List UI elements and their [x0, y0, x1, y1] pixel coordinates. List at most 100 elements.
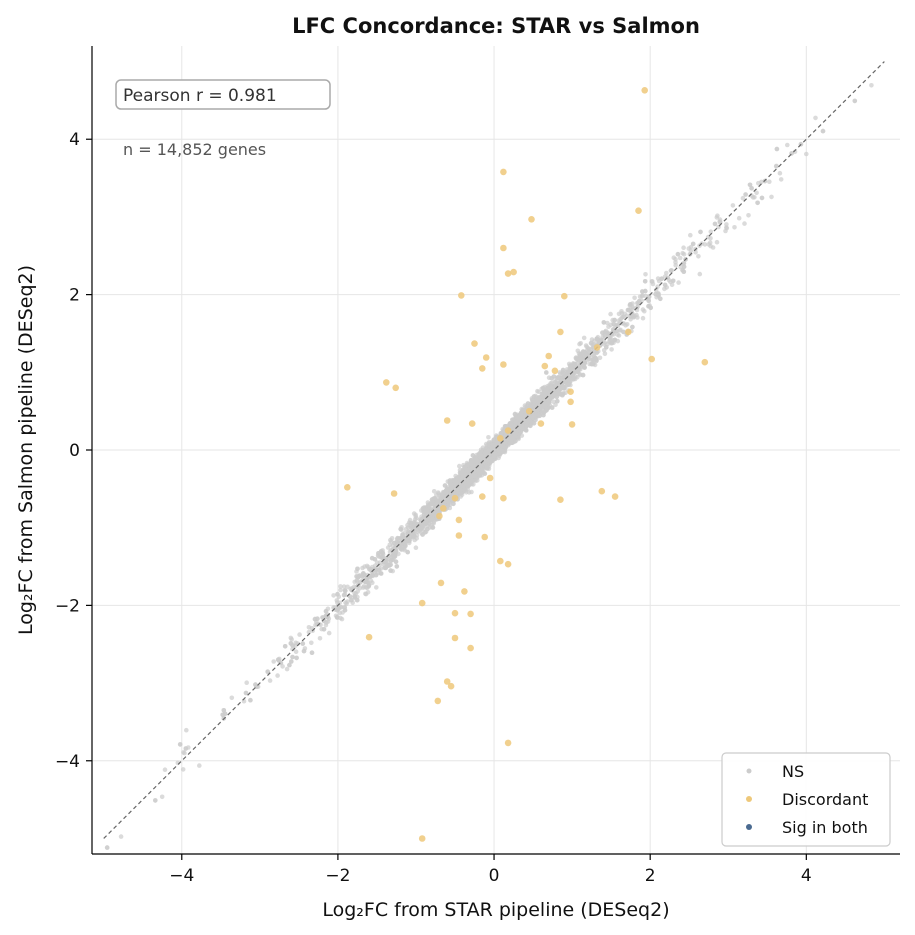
ns-point — [621, 329, 626, 335]
ns-point — [696, 253, 701, 259]
ns-point — [306, 625, 312, 630]
ns-point — [743, 192, 748, 197]
ns-point — [278, 660, 284, 666]
ns-point — [394, 564, 400, 569]
ns-point — [681, 261, 687, 266]
ns-point — [536, 389, 541, 395]
ns-point — [577, 352, 583, 358]
ns-point — [754, 190, 759, 196]
ns-point — [540, 397, 546, 402]
ns-point — [408, 529, 414, 534]
ns-point — [608, 322, 614, 328]
ns-point — [265, 669, 271, 674]
ns-point — [681, 264, 687, 270]
ns-point — [267, 678, 273, 683]
ns-point — [583, 343, 589, 348]
ns-point — [413, 545, 419, 550]
ns-point — [607, 336, 612, 341]
ns-point — [555, 398, 560, 404]
ns-points — [104, 83, 874, 850]
ns-point — [604, 345, 609, 350]
ns-point — [442, 483, 448, 488]
ns-point — [697, 271, 703, 277]
ns-point — [326, 630, 332, 636]
ns-point — [589, 337, 595, 342]
ns-point — [575, 369, 581, 374]
ns-point — [609, 347, 614, 352]
ns-point — [385, 545, 391, 550]
ns-point — [677, 255, 683, 261]
ns-point — [615, 332, 620, 337]
ns-point — [289, 637, 295, 642]
ns-point — [662, 286, 667, 292]
ns-point — [551, 399, 556, 405]
ns-point — [162, 767, 168, 772]
ns-point — [388, 568, 393, 573]
ns-point — [804, 151, 809, 157]
ns-point — [309, 640, 314, 646]
ns-point — [549, 405, 555, 410]
ns-point — [317, 636, 323, 641]
ns-point — [153, 798, 158, 803]
ns-point — [670, 278, 676, 284]
ns-point — [702, 242, 708, 247]
ns-point — [517, 416, 522, 421]
ns-point — [392, 553, 398, 559]
ns-point — [605, 320, 610, 326]
ns-point — [373, 572, 379, 578]
ns-point — [352, 579, 358, 585]
ns-point — [374, 585, 379, 590]
ns-point — [755, 200, 760, 206]
ns-point — [323, 614, 329, 619]
ns-point — [400, 532, 405, 537]
ns-point — [529, 404, 535, 409]
ns-point — [221, 708, 227, 713]
chart-title: LFC Concordance: STAR vs Salmon — [292, 14, 700, 38]
ns-point — [673, 263, 678, 268]
ns-point — [869, 83, 874, 88]
ns-point — [422, 530, 428, 535]
ns-point — [714, 239, 720, 245]
ns-point — [335, 591, 340, 597]
ns-point — [550, 386, 555, 392]
ns-point — [730, 203, 736, 208]
ns-point — [715, 213, 720, 218]
ns-point — [630, 324, 635, 330]
ns-point — [571, 362, 577, 368]
ns-point — [759, 195, 765, 201]
ns-point — [229, 695, 235, 701]
ns-point — [429, 497, 435, 502]
ns-point — [659, 276, 664, 282]
ns-point — [470, 478, 475, 483]
ns-point — [293, 649, 299, 654]
ns-point — [379, 555, 385, 560]
ns-point — [393, 548, 399, 554]
ns-point — [372, 563, 378, 568]
ns-point — [778, 177, 784, 182]
ns-point — [785, 142, 790, 148]
ns-point — [769, 194, 774, 200]
ns-point — [352, 595, 358, 600]
ns-point — [708, 243, 713, 249]
ns-point — [698, 229, 703, 235]
ns-point — [544, 370, 549, 375]
ns-point — [419, 530, 424, 536]
ns-point — [159, 794, 165, 800]
ns-point — [369, 555, 375, 561]
ns-point — [640, 289, 645, 294]
ns-point — [640, 315, 646, 321]
ns-point — [323, 622, 329, 628]
ns-point — [712, 221, 718, 227]
ns-point — [773, 164, 779, 169]
ns-point — [360, 585, 366, 590]
ns-point — [732, 225, 737, 230]
ns-point — [636, 300, 641, 306]
ns-point — [747, 182, 753, 188]
ns-point — [248, 697, 253, 703]
ns-point — [740, 195, 746, 201]
ns-point — [621, 314, 626, 320]
ns-point — [608, 311, 613, 317]
ns-point — [341, 592, 347, 598]
ns-point — [388, 537, 393, 543]
ns-point — [724, 222, 729, 227]
